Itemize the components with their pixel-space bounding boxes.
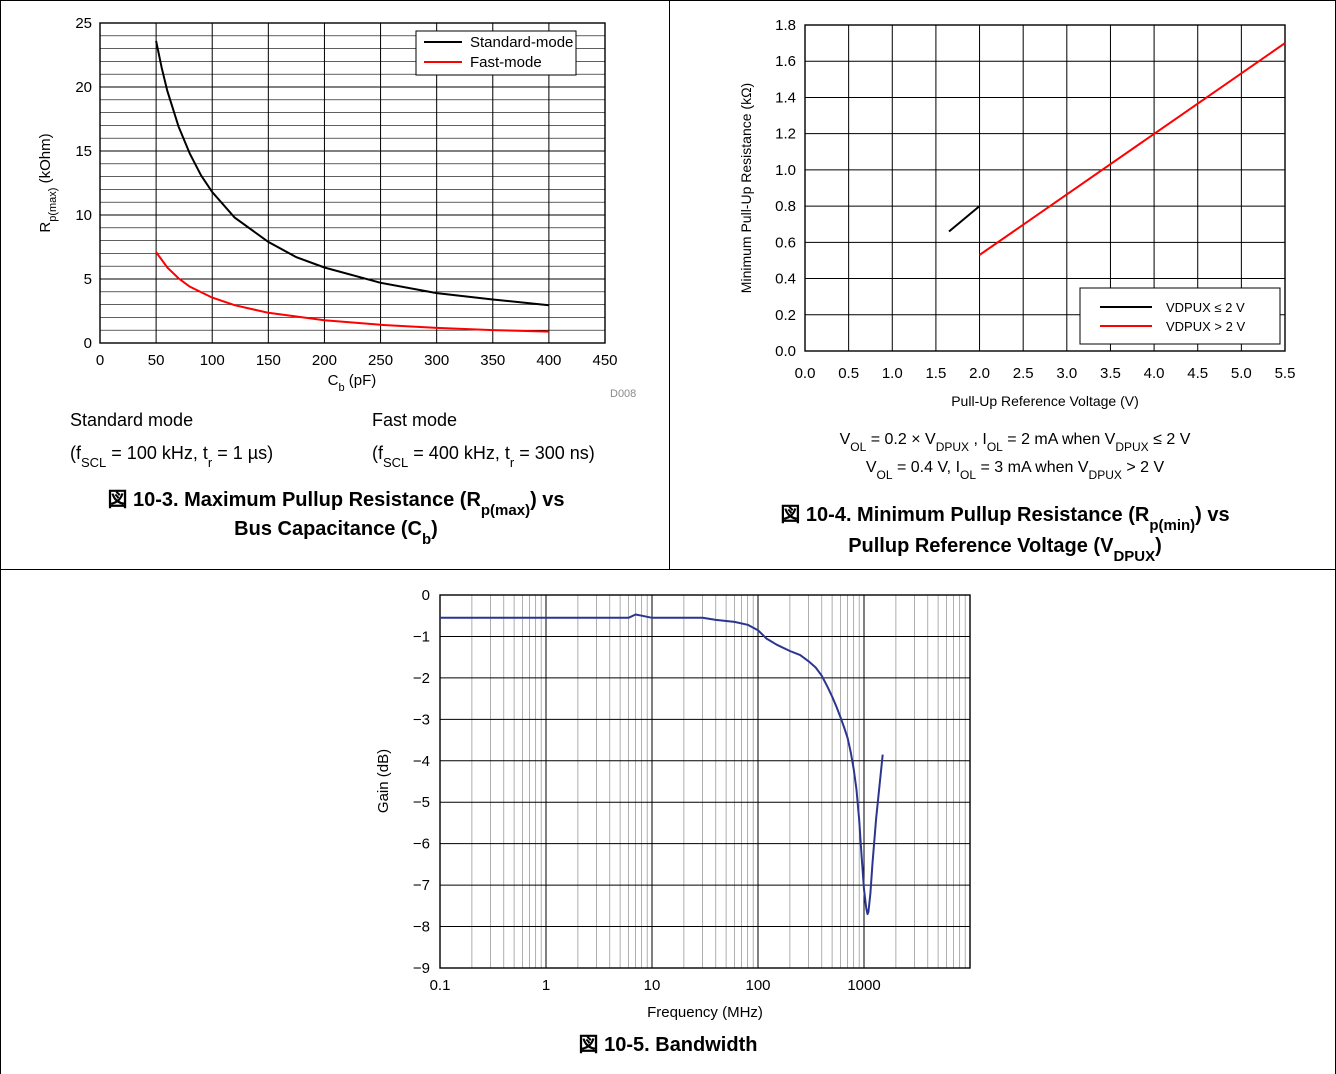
chart-1-x-tick-label: 200 <box>312 352 337 369</box>
chart-2-plot-area <box>804 24 1286 352</box>
chart-1-series <box>155 40 550 333</box>
chart-1-y-tick-label: 5 <box>84 271 92 288</box>
chart-2-legend-box <box>1079 287 1281 345</box>
chart-3-x-tick-label: 100 <box>745 977 770 994</box>
chart-2-x-tick-label: 5.5 <box>1275 365 1296 382</box>
chart-1-legend: Standard-mode Fast-mode <box>415 30 577 76</box>
chart-1-x-tick-label: 400 <box>536 352 561 369</box>
chart-3-x-tick-label: 1000 <box>847 977 880 994</box>
chart-2-legend: VDPUX ≤ 2 V VDPUX > 2 V <box>1079 287 1281 345</box>
note-standard-mode-params: (fSCL = 100 kHz, tr = 1 µs) <box>70 443 273 470</box>
chart-1-y-tick-label: 25 <box>75 15 92 32</box>
chart-2-x-tick-label: 4.0 <box>1144 365 1165 382</box>
chart-3-x-tick-label: 0.1 <box>430 977 451 994</box>
chart-2-x-tick-label: 4.5 <box>1187 365 1208 382</box>
chart-1-x-axis-title: Cb (pF) <box>328 372 377 394</box>
chart-2-x-tick-label: 5.0 <box>1231 365 1252 382</box>
chart-2-x-axis-title: Pull-Up Reference Voltage (V) <box>951 393 1139 409</box>
chart-2-y-tick-label: 1.0 <box>775 162 796 179</box>
chart-1-x-tick-label: 50 <box>148 352 165 369</box>
chart-2-y-tick-label: 1.8 <box>775 17 796 34</box>
chart-1-legend-label-standard: Standard-mode <box>470 34 573 51</box>
chart-2-x-tick-label: 2.5 <box>1013 365 1034 382</box>
chart-1-x-tick-label: 300 <box>424 352 449 369</box>
chart-3-tick-labels: 0.1 1 10 100 1000 0 −1 −2 −3 −4 −5 −6 −7 −8 −9 <box>413 587 881 994</box>
chart-1-figure-tag: D008 <box>610 388 636 400</box>
chart-2-legend-label-low: VDPUX ≤ 2 V <box>1166 300 1245 315</box>
chart-1-x-tick-label: 150 <box>256 352 281 369</box>
chart-2-y-tick-label: 0.0 <box>775 343 796 360</box>
chart-1-y-tick-label: 15 <box>75 143 92 160</box>
chart-1-x-tick-label: 100 <box>200 352 225 369</box>
chart-3-y-tick-label: −6 <box>413 836 430 853</box>
chart-2-x-tick-label: 3.0 <box>1056 365 1077 382</box>
chart-3-plot-area <box>439 594 971 969</box>
chart-3-y-tick-label: −7 <box>413 877 430 894</box>
chart-1-x-tick-label: 0 <box>96 352 104 369</box>
chart-3-grid <box>439 594 971 969</box>
chart-3-y-tick-label: −4 <box>413 753 430 770</box>
chart-3-y-tick-label: −5 <box>413 794 430 811</box>
chart-2-x-tick-label: 2.0 <box>969 365 990 382</box>
chart-2-legend-label-high: VDPUX > 2 V <box>1166 319 1245 334</box>
chart-1-x-tick-label: 350 <box>480 352 505 369</box>
chart-3-y-tick-label: −8 <box>413 919 430 936</box>
chart-1-x-tick-label: 450 <box>592 352 617 369</box>
chart-2-y-tick-label: 0.2 <box>775 307 796 324</box>
chart-1-y-tick-label: 20 <box>75 79 92 96</box>
figure-10-4-caption-line-1: 図 10-4. Minimum Pullup Resistance (Rp(mi… <box>780 504 1229 534</box>
chart-1-legend-label-fast: Fast-mode <box>470 54 542 71</box>
note-standard-mode-title: Standard mode <box>70 410 193 430</box>
note-fast-mode-params: (fSCL = 400 kHz, tr = 300 ns) <box>372 443 595 470</box>
chart-1-series-line-fast <box>155 251 549 333</box>
figure-10-4: 0.0 0.5 1.0 1.5 2.0 2.5 3.0 3.5 4.0 4.5 5.0 5.5 0.0 0… <box>738 17 1295 565</box>
chart-2-x-tick-label: 0.5 <box>838 365 859 382</box>
figure-10-3-caption-line-2: Bus Capacitance (Cb) <box>234 518 438 548</box>
figure-10-5-caption: 図 10-5. Bandwidth <box>579 1034 758 1056</box>
chart-2-x-tick-label: 0.0 <box>795 365 816 382</box>
figure-10-3-caption-line-1: 図 10-3. Maximum Pullup Resistance (Rp(ma… <box>107 489 564 519</box>
chart-2-y-tick-label: 0.8 <box>775 198 796 215</box>
chart-2-y-tick-label: 0.4 <box>775 271 796 288</box>
chart-3-y-tick-label: −3 <box>413 711 430 728</box>
chart-2-y-tick-label: 0.6 <box>775 234 796 251</box>
chart-2-y-tick-label: 1.2 <box>775 126 796 143</box>
chart-1-tick-labels: 0 50 100 150 200 250 300 350 400 450 0 5 10 15 20 25 <box>75 15 617 369</box>
chart-1-series-line-standard <box>155 40 550 307</box>
figure-10-3: 0 50 100 150 200 250 300 350 400 450 0 5 10 15 20 25 St… <box>37 15 636 548</box>
chart-2-series <box>948 42 1286 256</box>
chart-1-y-tick-label: 0 <box>84 335 92 352</box>
chart-2-x-tick-label: 3.5 <box>1100 365 1121 382</box>
chart-3-x-tick-label: 1 <box>542 977 550 994</box>
chart-2-y-tick-label: 1.6 <box>775 53 796 70</box>
chart-3-y-axis-title: Gain (dB) <box>375 749 392 813</box>
chart-3-series-line-gain <box>440 613 884 916</box>
figure-10-5: 0.1 1 10 100 1000 0 −1 −2 −3 −4 −5 −6 −7 −8 −9 Frequen… <box>375 587 971 1056</box>
chart-1-x-tick-label: 250 <box>368 352 393 369</box>
chart-2-y-tick-label: 1.4 <box>775 89 796 106</box>
chart-3-series <box>440 613 884 916</box>
chart-1-plot-area <box>99 22 606 344</box>
chart-2-x-tick-label: 1.0 <box>882 365 903 382</box>
chart-1-y-tick-label: 10 <box>75 207 92 224</box>
chart-3-y-tick-label: 0 <box>422 587 430 604</box>
chart-3-y-tick-label: −9 <box>413 960 430 977</box>
chart-2-condition-line-1: VOL = 0.2 × VDPUX , IOL = 2 mA when VDPU… <box>840 431 1191 454</box>
chart-1-y-axis-title: Rp(max) (kOhm) <box>37 133 59 232</box>
chart-2-series-line-low <box>948 205 981 233</box>
chart-2-x-tick-label: 1.5 <box>925 365 946 382</box>
chart-2-condition-line-2: VOL = 0.4 V, IOL = 3 mA when VDPUX > 2 V <box>866 459 1165 482</box>
note-fast-mode-title: Fast mode <box>372 410 457 430</box>
chart-3-y-tick-label: −2 <box>413 670 430 687</box>
chart-3-x-axis-title: Frequency (MHz) <box>647 1004 763 1021</box>
chart-2-series-line-high <box>978 42 1286 256</box>
chart-2-y-axis-title: Minimum Pull-Up Resistance (kΩ) <box>738 83 754 293</box>
figure-10-4-caption-line-2: Pullup Reference Voltage (VDPUX) <box>848 535 1162 565</box>
chart-2-tick-labels: 0.0 0.5 1.0 1.5 2.0 2.5 3.0 3.5 4.0 4.5 5.0 5.5 0.0 0… <box>775 17 1295 382</box>
chart-3-y-tick-label: −1 <box>413 628 430 645</box>
chart-1-legend-box <box>415 30 577 76</box>
chart-3-x-tick-label: 10 <box>644 977 661 994</box>
